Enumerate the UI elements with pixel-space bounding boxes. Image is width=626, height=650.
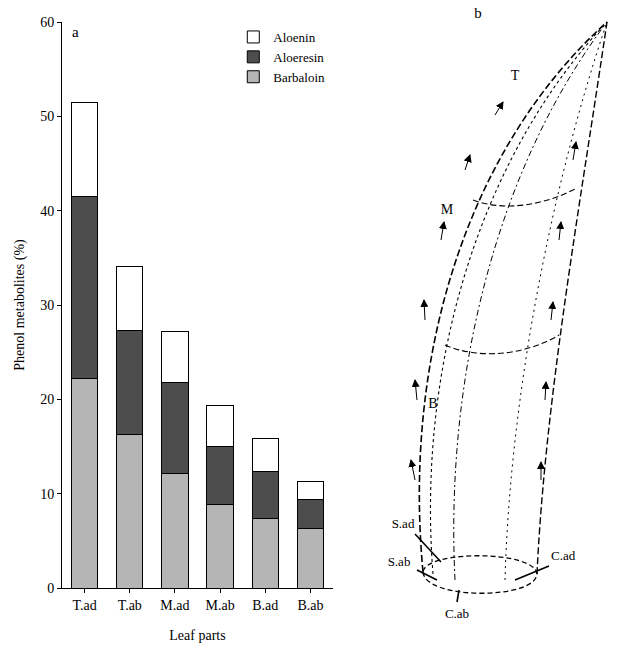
svg-text:T.ad: T.ad [72,598,96,613]
svg-text:b: b [474,5,482,21]
svg-text:S.ad: S.ad [392,516,415,531]
svg-text:B.ad: B.ad [252,598,278,613]
svg-text:10: 10 [40,487,54,502]
svg-text:T.ab: T.ab [118,598,142,613]
svg-text:Leaf parts: Leaf parts [169,628,225,643]
svg-text:T: T [511,68,520,83]
svg-text:C.ad: C.ad [551,548,576,563]
svg-text:Phenol metabolites (%): Phenol metabolites (%) [12,239,28,371]
svg-text:60: 60 [40,15,54,30]
svg-text:B: B [428,396,437,411]
svg-text:M.ab: M.ab [205,598,234,613]
svg-text:M: M [441,202,454,217]
svg-text:40: 40 [40,204,54,219]
svg-text:Aloeresin: Aloeresin [273,50,324,65]
svg-text:B.ab: B.ab [297,598,323,613]
svg-text:Aloenin: Aloenin [273,30,315,45]
svg-text:30: 30 [40,298,54,313]
svg-text:M.ad: M.ad [160,598,189,613]
svg-text:Barbaloin: Barbaloin [273,70,325,85]
svg-text:S.ab: S.ab [388,554,411,569]
svg-text:50: 50 [40,109,54,124]
svg-text:20: 20 [40,392,54,407]
svg-text:a: a [72,24,79,40]
svg-text:0: 0 [47,581,54,596]
svg-text:C.ab: C.ab [445,606,469,621]
